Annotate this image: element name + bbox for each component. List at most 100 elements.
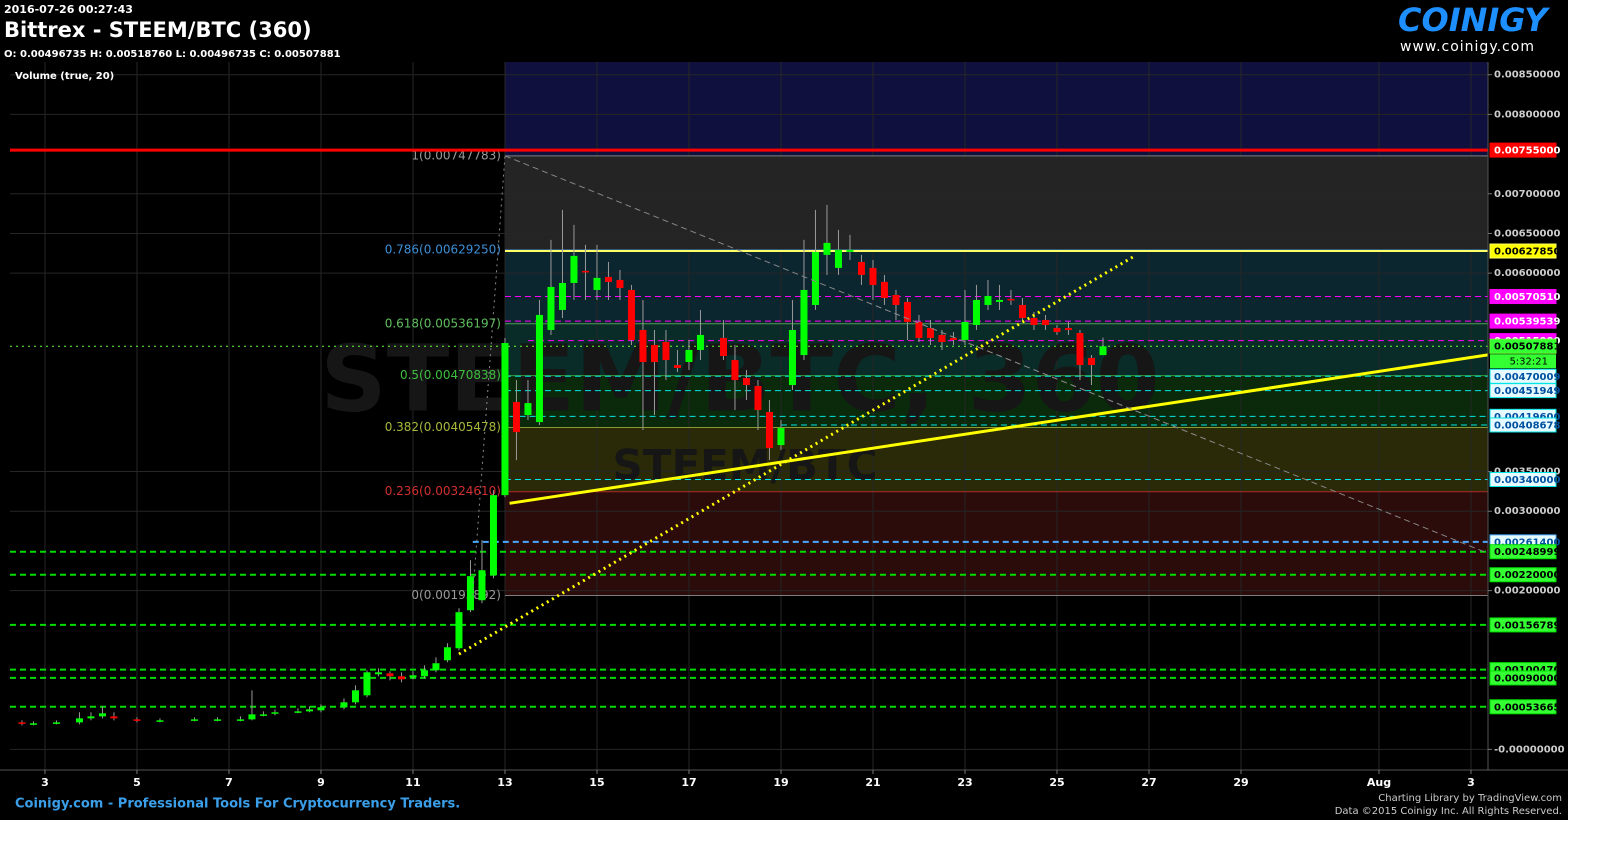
candle-body (420, 670, 428, 677)
price-label-box (1489, 417, 1557, 433)
price-label: 0.00755000 (1494, 146, 1560, 157)
price-label-box (1489, 699, 1557, 715)
candle-body (650, 344, 658, 363)
fib-band (504, 491, 1488, 596)
y-tick-label: 0.00200000 (1494, 586, 1560, 597)
candle-body (765, 412, 773, 449)
candle-body (558, 282, 566, 310)
price-label-box (1489, 567, 1557, 583)
x-tick-label: 29 (1233, 776, 1248, 789)
candle-body (754, 385, 762, 411)
price-label: 0.00220000 (1494, 570, 1560, 581)
x-tick-label: 17 (681, 776, 696, 789)
candle-body (524, 403, 532, 416)
candle-body (363, 672, 371, 696)
y-tick-label: -0.00000000 (1494, 744, 1565, 755)
price-label-box (1489, 338, 1557, 354)
price-label: 0.00627850 (1494, 247, 1560, 258)
fib-band (504, 427, 1488, 492)
candle-body (547, 286, 555, 330)
candle-body (455, 612, 463, 649)
candle-body (846, 249, 854, 252)
price-label-box (1489, 544, 1557, 560)
candle-body (29, 723, 37, 725)
x-tick-label: 3 (41, 776, 49, 789)
candle-body (731, 360, 739, 381)
price-label-box (1489, 670, 1557, 686)
candle-body (397, 676, 405, 680)
timestamp: 2016-07-26 00:27:43 (4, 3, 133, 16)
candle-body (409, 675, 417, 678)
price-label: 0.00470009 (1494, 372, 1560, 383)
fib-label: 0.786(0.00629250) (385, 242, 501, 256)
x-tick-label: 15 (589, 776, 604, 789)
candle-body (259, 714, 267, 716)
candle-body (788, 329, 796, 386)
y-tick-label: 0.00700000 (1494, 189, 1560, 200)
x-tick-label: 23 (957, 776, 972, 789)
candle-body (305, 709, 313, 712)
candle-body (156, 720, 164, 722)
x-tick-label: 11 (405, 776, 420, 789)
candle-body (386, 673, 394, 677)
price-label-box (1489, 313, 1557, 329)
fib-label: 0.618(0.00536197) (385, 316, 501, 330)
candle-body (903, 301, 911, 322)
candle-body (719, 337, 727, 356)
candle-body (501, 342, 509, 496)
trend-line (509, 353, 1488, 505)
price-label: 0.00570510 (1494, 292, 1560, 303)
x-tick-label: 7 (225, 776, 233, 789)
fib-label: 0.236(0.00324610) (385, 484, 501, 498)
footer-credit[interactable]: Charting Library by TradingView.com (1378, 793, 1562, 804)
fib-band (504, 155, 1488, 250)
footer-tagline[interactable]: Coinigy.com - Professional Tools For Cry… (15, 797, 460, 812)
y-tick-label: 0.00650000 (1494, 228, 1560, 239)
candle-body (811, 251, 819, 305)
candle-body (926, 327, 934, 338)
candle-body (604, 276, 612, 282)
price-label: 0.00507881 (1494, 342, 1560, 353)
plot-area: STEEM/BTC, 360STEEM/BTC1(0.00747783)0.78… (10, 62, 1488, 770)
candle-body (857, 261, 865, 275)
y-tick-label: 0.00300000 (1494, 506, 1560, 517)
candle-body (880, 281, 888, 298)
candle-body (110, 716, 118, 719)
fib-band (504, 62, 1488, 156)
candle-body (777, 428, 785, 446)
candle-body (75, 718, 83, 723)
candle-body (662, 342, 670, 361)
x-tick-label: 9 (317, 776, 325, 789)
candle-body (535, 314, 543, 423)
x-tick-label: 21 (865, 776, 880, 789)
x-tick-label: 5 (133, 776, 141, 789)
candle-body (1018, 304, 1026, 318)
candle-body (834, 249, 842, 268)
price-label: 0.00408678 (1494, 420, 1560, 431)
ohlc-readout: O: 0.00496735 H: 0.00518760 L: 0.0049673… (4, 49, 341, 60)
candle-body (512, 402, 520, 433)
candle-body (213, 719, 221, 721)
study-label: Volume (true, 20) (15, 71, 114, 82)
watermark: STEEM/BTC, 360 (320, 325, 1159, 432)
candle-body (87, 716, 95, 719)
trend-line (504, 155, 1488, 554)
candle-body (1087, 357, 1095, 366)
candle-body (1007, 298, 1015, 301)
candle-body (466, 576, 474, 611)
candle-body (593, 277, 601, 290)
candle-body (18, 722, 26, 724)
price-label: 0.00248999 (1494, 547, 1560, 558)
price-label-box (1489, 289, 1557, 305)
candle-body (1030, 317, 1038, 325)
candle-body (52, 722, 60, 724)
candle-body (627, 289, 635, 340)
chart: STEEM/BTC, 360STEEM/BTC1(0.00747783)0.78… (0, 0, 1568, 820)
candle-body (581, 270, 589, 273)
price-label: 0.00261400 (1494, 537, 1560, 548)
candle-body (478, 570, 486, 601)
candle-body (133, 719, 141, 721)
candle-body (639, 329, 647, 363)
candle-body (190, 719, 198, 721)
